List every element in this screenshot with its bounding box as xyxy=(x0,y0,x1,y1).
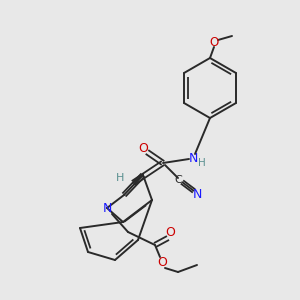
Text: O: O xyxy=(165,226,175,238)
Text: O: O xyxy=(138,142,148,154)
Text: O: O xyxy=(209,35,219,49)
Text: H: H xyxy=(198,158,206,168)
Text: C: C xyxy=(174,175,182,185)
Text: N: N xyxy=(188,152,198,164)
Text: O: O xyxy=(157,256,167,269)
Text: N: N xyxy=(192,188,202,202)
Text: H: H xyxy=(116,173,124,183)
Text: N: N xyxy=(102,202,112,214)
